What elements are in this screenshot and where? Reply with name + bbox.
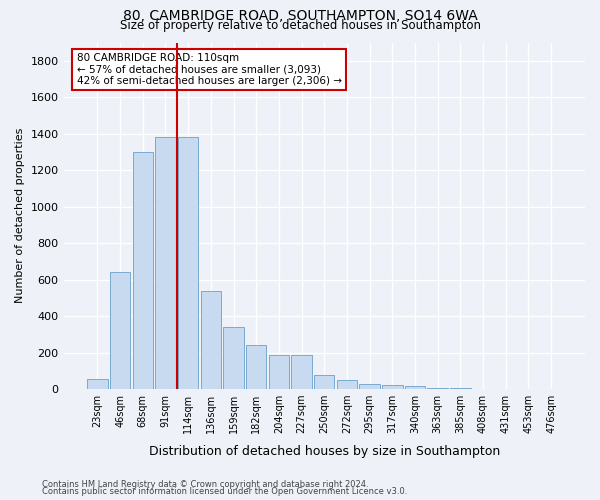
Bar [87,379,107,389]
Bar [223,327,244,389]
Text: Contains HM Land Registry data © Crown copyright and database right 2024.: Contains HM Land Registry data © Crown c… [42,480,368,489]
Bar [178,138,199,389]
Text: 80, CAMBRIDGE ROAD, SOUTHAMPTON, SO14 6WA: 80, CAMBRIDGE ROAD, SOUTHAMPTON, SO14 6W… [122,9,478,23]
Bar [450,388,470,389]
Bar [246,346,266,389]
Bar [133,152,153,389]
Bar [427,388,448,389]
Bar [359,384,380,389]
Bar [382,386,403,389]
Bar [405,386,425,389]
Bar [314,376,334,389]
Text: Size of property relative to detached houses in Southampton: Size of property relative to detached ho… [119,19,481,32]
Text: 80 CAMBRIDGE ROAD: 110sqm
← 57% of detached houses are smaller (3,093)
42% of se: 80 CAMBRIDGE ROAD: 110sqm ← 57% of detac… [77,53,341,86]
Bar [269,356,289,389]
Bar [200,290,221,389]
Bar [155,138,176,389]
Bar [337,380,357,389]
Text: Contains public sector information licensed under the Open Government Licence v3: Contains public sector information licen… [42,487,407,496]
Y-axis label: Number of detached properties: Number of detached properties [15,128,25,304]
X-axis label: Distribution of detached houses by size in Southampton: Distribution of detached houses by size … [149,444,500,458]
Bar [292,356,312,389]
Bar [110,272,130,389]
